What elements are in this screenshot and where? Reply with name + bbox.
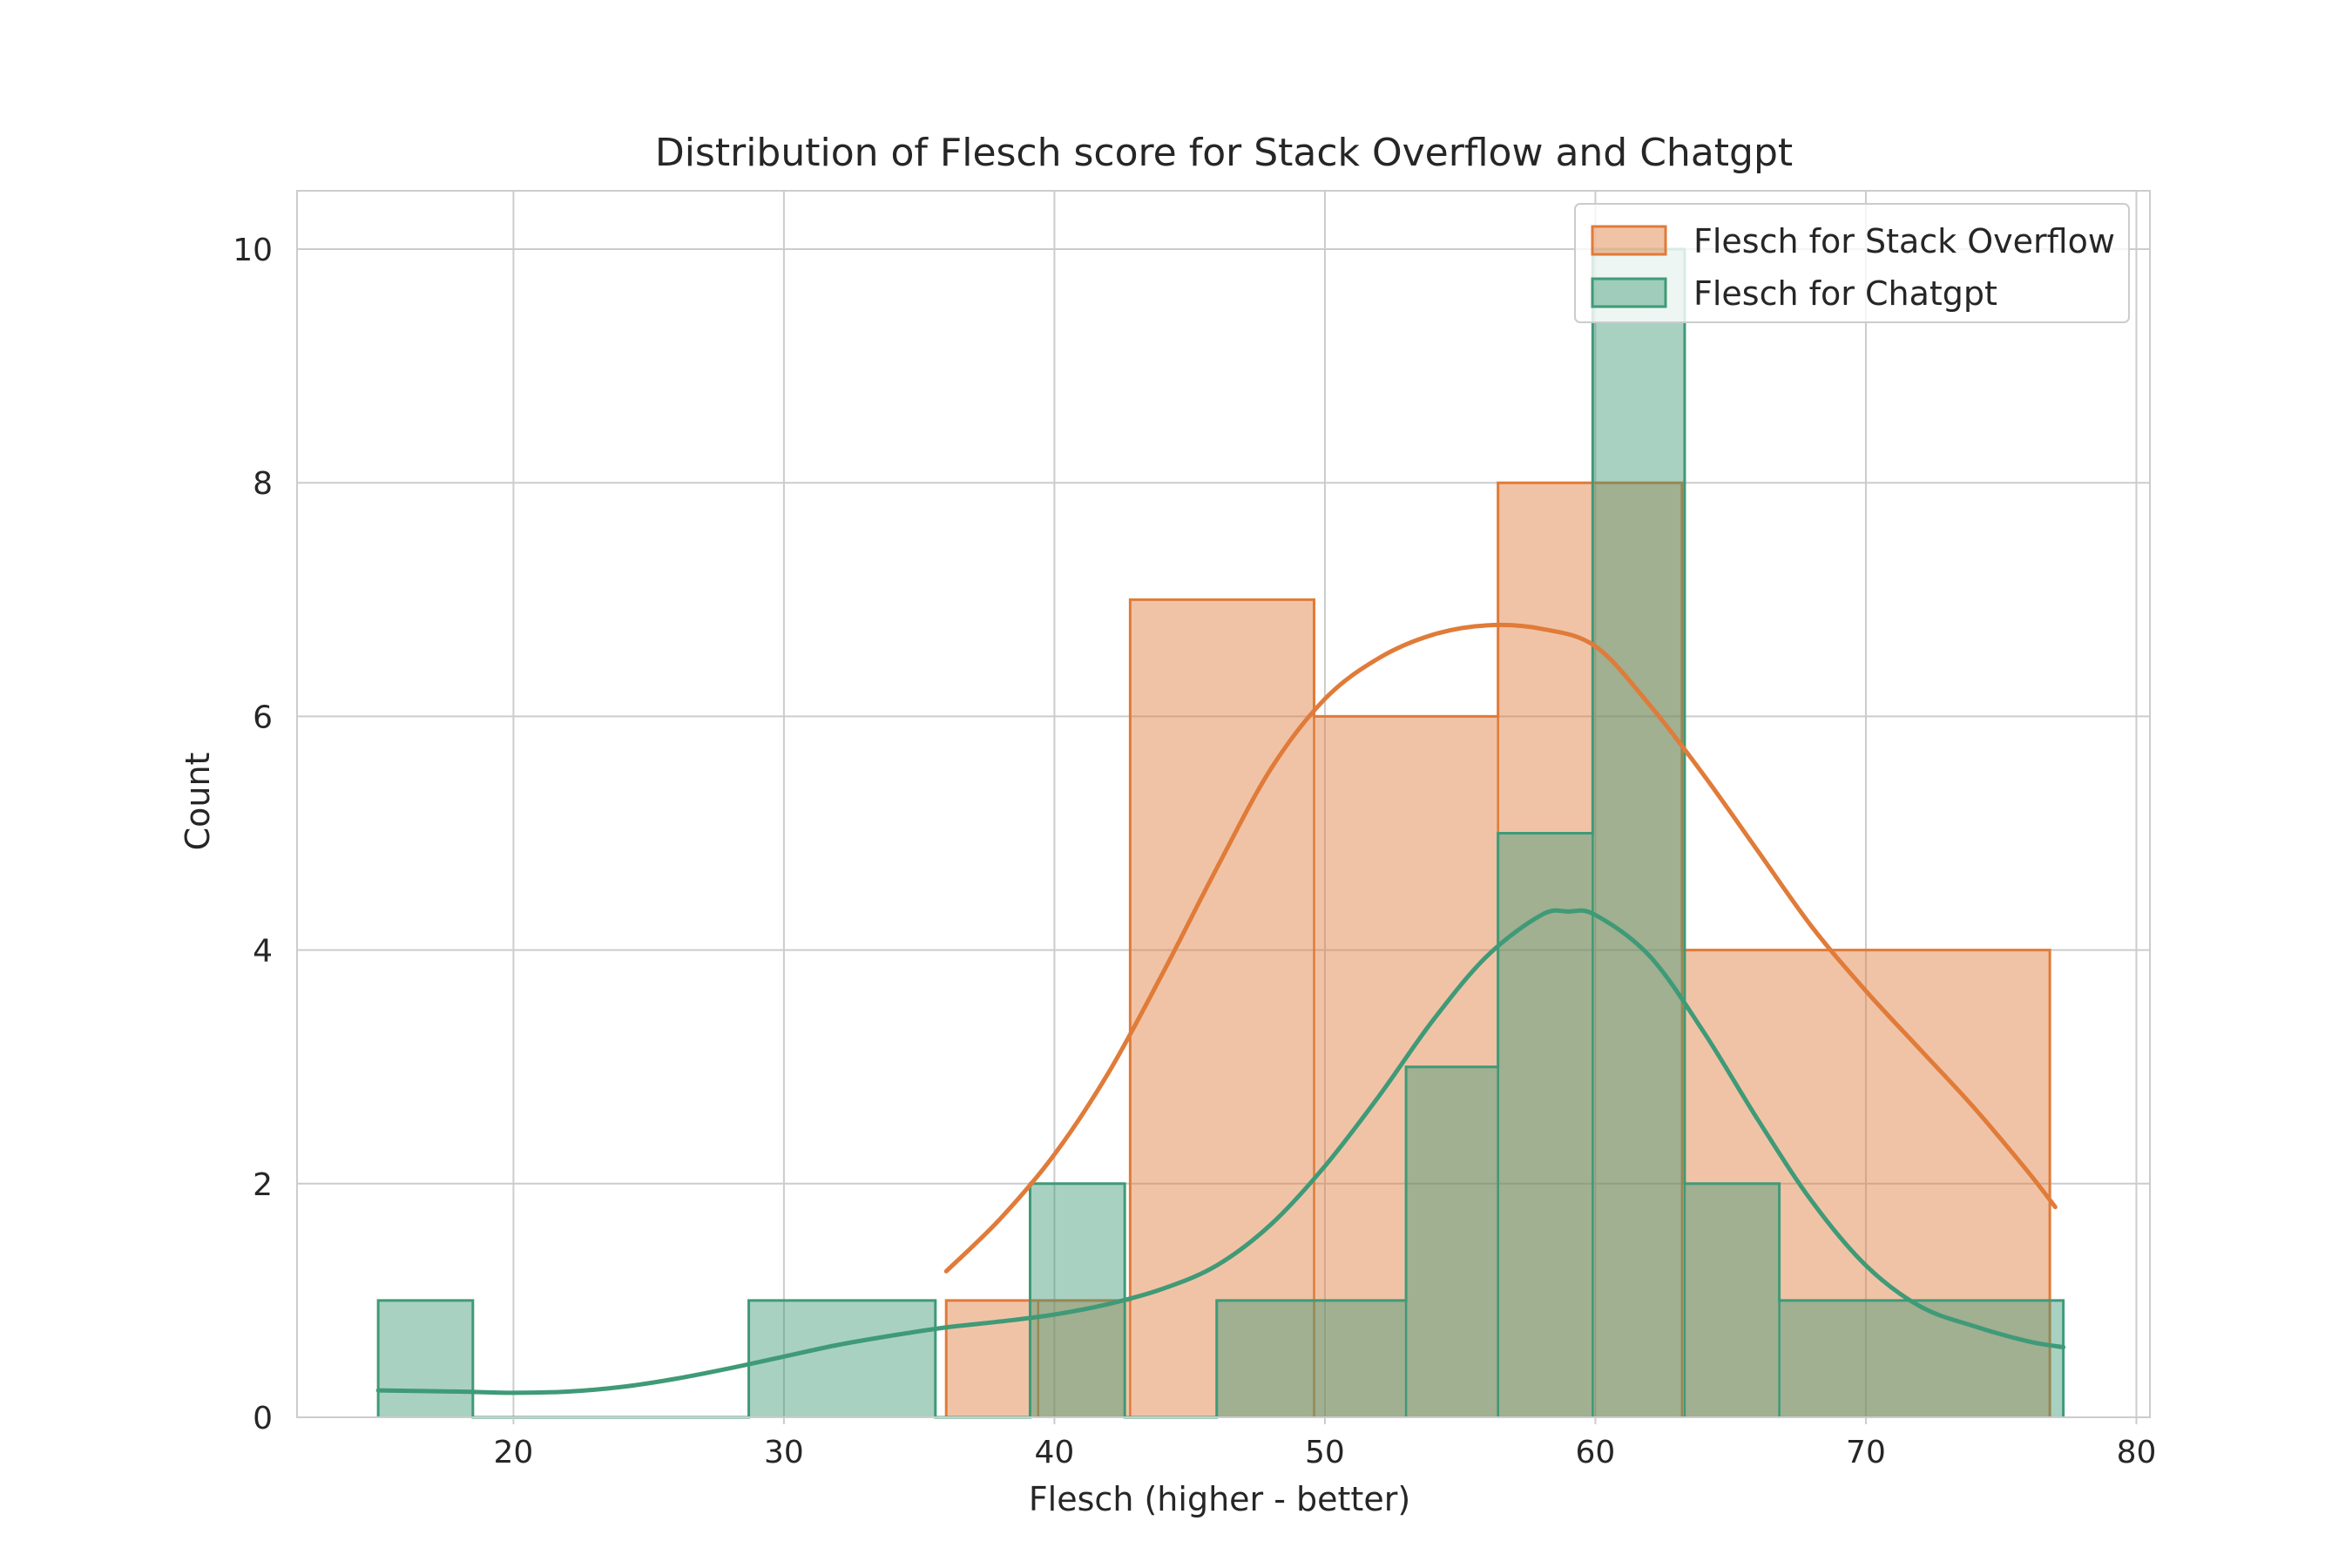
chart-title: Distribution of Flesch score for Stack O… [655,131,1793,175]
histogram-bar [1779,1300,2064,1417]
bars [376,247,2065,1419]
x-tick-label: 30 [764,1435,804,1470]
x-tick-label: 70 [1846,1435,1886,1470]
x-tick-label: 60 [1576,1435,1616,1470]
plot-frame [296,190,2151,1418]
x-tick-label: 20 [494,1435,534,1470]
series-1-kde-line [375,908,2066,1396]
tick-labels: 20 30 40 50 60 70 80 0 2 4 6 8 10 [233,233,2156,1470]
x-tick-label: 80 [2117,1435,2157,1470]
legend-label: Flesch for Chatgpt [1693,274,1997,313]
series-0-kde-line [943,622,2058,1274]
y-tick-label: 8 [253,466,273,502]
x-axis-title: Flesch (higher - better) [1029,1480,1410,1518]
y-tick-label: 2 [253,1167,273,1203]
histogram-bar [1037,1300,1131,1417]
histogram-bar [1030,1183,1125,1417]
series-1-bars [376,247,2065,1419]
y-tick-label: 0 [253,1401,273,1436]
x-tick-label: 40 [1035,1435,1075,1470]
histogram-bar [1592,249,1685,1417]
y-axis-title: Count [179,753,217,851]
histogram-bar [1684,1183,1780,1417]
legend-swatch [1591,225,1667,256]
kde-curves [375,622,2066,1396]
legend-box [1574,203,2130,323]
histogram-bar [378,1300,473,1417]
y-tick-label: 10 [233,233,273,268]
histogram-bar [1216,1300,1407,1417]
y-tick-label: 6 [253,700,273,735]
histogram-bar [1497,833,1593,1417]
legend: Flesch for Stack Overflow Flesch for Chat… [1574,203,2130,323]
histogram-outline [376,247,2065,1419]
legend-label: Flesch for Stack Overflow [1693,222,2115,260]
histogram-bar [1497,483,1682,1418]
histogram-bar [1406,1066,1498,1417]
y-tick-label: 4 [253,934,273,970]
x-tick-label: 50 [1305,1435,1345,1470]
histogram-bar [1130,599,1315,1417]
legend-swatch [1591,277,1667,308]
